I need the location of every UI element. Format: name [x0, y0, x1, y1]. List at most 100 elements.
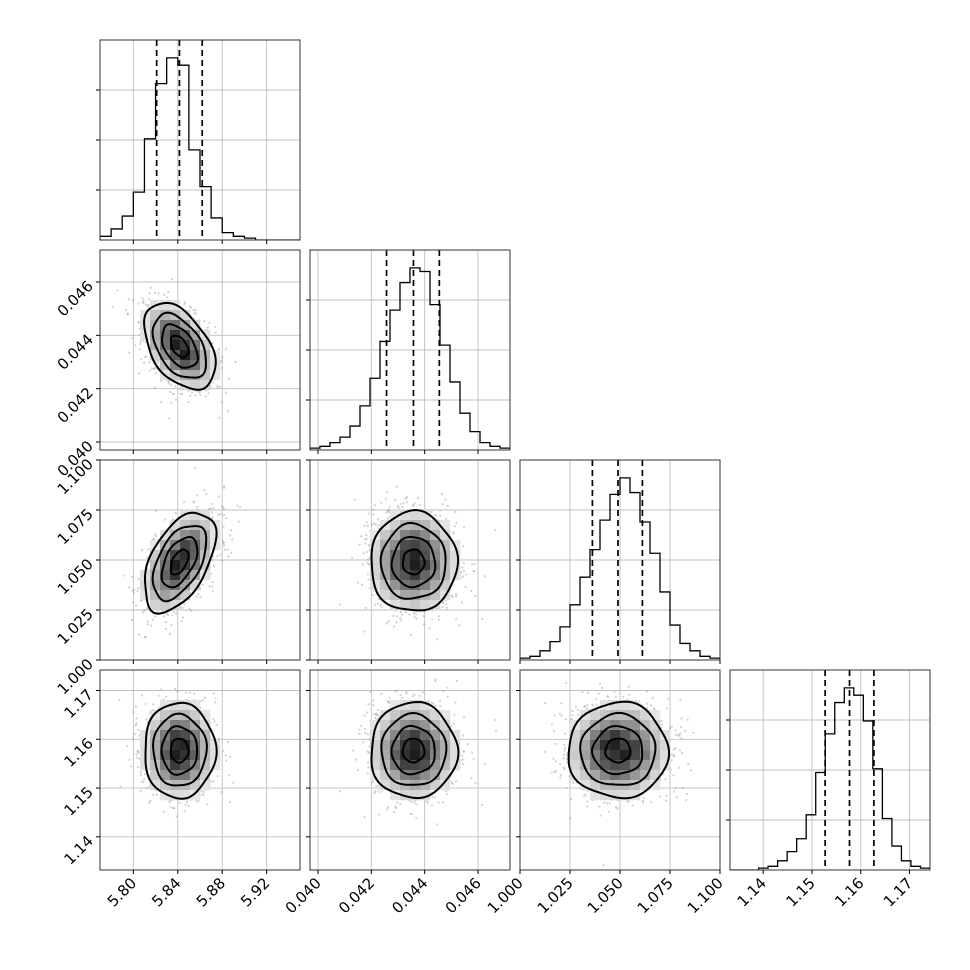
- sample-point: [221, 559, 224, 562]
- density-cell: [450, 740, 461, 751]
- sample-point: [229, 551, 233, 555]
- sample-point: [399, 610, 402, 614]
- sample-point: [363, 714, 366, 717]
- sample-point: [380, 692, 383, 695]
- sample-point: [138, 372, 141, 375]
- sample-point: [627, 800, 630, 803]
- density-cell: [200, 380, 211, 391]
- density-cell: [430, 520, 441, 531]
- sample-point: [408, 613, 411, 616]
- x-tick-label: 5.80: [104, 874, 140, 910]
- sample-point: [667, 697, 670, 700]
- sample-point: [405, 611, 408, 614]
- sample-point: [592, 704, 595, 707]
- sample-point: [602, 864, 605, 867]
- sample-point: [222, 541, 226, 544]
- sample-point: [462, 562, 465, 565]
- sample-point: [170, 623, 173, 627]
- sample-point: [452, 531, 455, 534]
- sample-point: [627, 685, 630, 688]
- sample-point: [136, 751, 139, 754]
- density-cell: [380, 550, 391, 561]
- sample-point: [445, 517, 448, 520]
- sample-point: [223, 544, 226, 547]
- sample-point: [460, 601, 463, 604]
- density-cell: [430, 540, 441, 551]
- density-cell: [180, 700, 191, 711]
- sample-point: [405, 692, 408, 695]
- sample-point: [202, 794, 205, 797]
- density-cell: [400, 770, 411, 781]
- density-cell: [190, 530, 201, 541]
- density-cell: [190, 540, 201, 551]
- sample-point: [168, 801, 171, 804]
- sample-point: [474, 594, 477, 598]
- sample-point: [228, 534, 232, 537]
- density-cell: [410, 770, 421, 781]
- density-cell: [140, 590, 151, 601]
- density-cell: [440, 570, 451, 581]
- density-cell: [450, 730, 461, 741]
- contour-level-0: [401, 548, 426, 576]
- sample-point: [141, 611, 145, 614]
- sample-point: [394, 805, 397, 808]
- sample-point: [438, 699, 442, 703]
- sample-point: [148, 801, 151, 804]
- sample-point: [471, 563, 474, 566]
- density-cell: [370, 530, 381, 541]
- density-cell: [410, 510, 421, 521]
- sample-point: [210, 502, 214, 506]
- sample-point: [552, 730, 556, 733]
- density-cell: [170, 560, 181, 571]
- density-cell: [410, 540, 421, 551]
- sample-point: [560, 702, 563, 705]
- sample-point: [139, 340, 142, 343]
- density-cell: [160, 550, 171, 561]
- sample-point: [187, 400, 190, 404]
- sample-point: [687, 762, 690, 765]
- density-cell: [390, 780, 401, 791]
- y-tick-label: 1.000: [54, 655, 97, 698]
- sample-point: [180, 620, 183, 623]
- sample-point: [483, 575, 486, 578]
- sample-point: [133, 588, 136, 591]
- sample-point: [138, 342, 142, 346]
- sample-point: [670, 725, 673, 728]
- sample-point: [554, 760, 557, 763]
- sample-point: [678, 749, 682, 752]
- sample-point: [192, 500, 195, 503]
- sample-point: [167, 613, 170, 616]
- x-tick-label: 1.14: [734, 874, 770, 910]
- sample-point: [572, 781, 575, 785]
- sample-point: [130, 765, 133, 768]
- density-cell: [390, 740, 401, 751]
- sample-point: [360, 724, 363, 727]
- sample-point: [172, 393, 176, 396]
- sample-point: [558, 712, 561, 715]
- density-cell: [160, 530, 171, 541]
- sample-point: [405, 496, 408, 499]
- panel-3-3: 1.14 1.15 1.16 1.17: [726, 669, 931, 910]
- sample-point: [472, 569, 475, 573]
- sample-point: [173, 807, 176, 810]
- density-cell: [400, 750, 411, 761]
- sample-point: [183, 303, 186, 306]
- sample-point: [232, 781, 235, 784]
- sample-point: [218, 416, 221, 419]
- sample-point: [455, 522, 458, 525]
- sample-point: [207, 508, 211, 511]
- density-cell: [190, 700, 201, 711]
- sample-point: [202, 790, 206, 794]
- sample-point: [211, 558, 214, 562]
- density-cell: [180, 750, 191, 761]
- sample-point: [189, 394, 192, 397]
- density-cell: [190, 750, 201, 761]
- sample-point: [198, 390, 201, 394]
- sample-point: [219, 553, 222, 556]
- sample-point: [451, 595, 454, 598]
- sample-point: [387, 699, 390, 703]
- sample-point: [376, 708, 380, 711]
- density-cell: [190, 770, 201, 781]
- density-cell: [420, 780, 431, 791]
- sample-point: [209, 572, 213, 575]
